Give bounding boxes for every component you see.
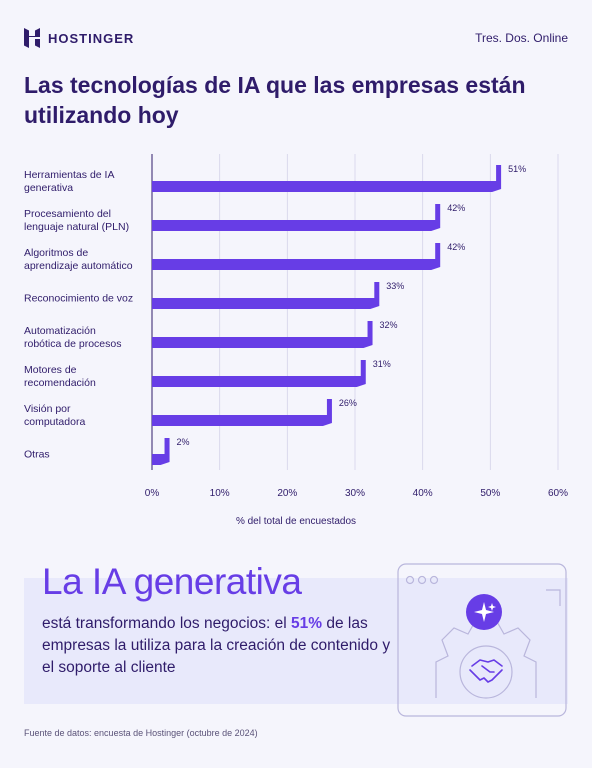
bar-value-label: 31% [373,359,391,369]
category-label-line: lenguaje natural (PLN) [24,221,129,233]
x-tick-label: 10% [210,488,230,499]
bar-value-label: 42% [447,242,465,252]
category-label: Visión por computadora [24,403,85,428]
bar-chart: 0% 10% 20% 30% 40% 50% 60% 51% Herramientas de I… [24,154,568,499]
hostinger-logo-icon [24,28,40,48]
category-label: Procesamiento del lenguaje natural (PLN) [24,208,129,233]
category-label: Automatización robótica de procesos [24,325,121,350]
bar [152,204,441,231]
category-label-line: recomendación [24,377,96,389]
category-label-line: Reconocimiento de voz [24,293,133,305]
x-tick-label: 0% [145,488,160,499]
x-axis-title: % del total de encuestados [235,516,357,527]
bar [152,165,502,192]
callout-text: está transformando los negocios: el 51% … [42,613,392,679]
bar-value-label: 51% [508,164,526,174]
brand-name: HOSTINGER [48,30,135,46]
bar [152,360,366,387]
brand-logo[interactable]: HOSTINGER [24,28,134,48]
ai-illustration [397,563,567,717]
category-label-line: robótica de procesos [24,338,121,350]
callout-text-before: está transformando los negocios: el [42,615,291,632]
category-label: Otras [24,449,50,461]
bar-value-label: 32% [380,320,398,330]
callout-text-after: de las empresas la utiliza para la creac… [42,615,391,676]
x-tick-label: 40% [413,488,433,499]
category-label-line: Otras [24,449,50,461]
header: HOSTINGER Tres. Dos. Online [24,28,568,50]
bar-value-label: 26% [339,398,357,408]
x-tick-label: 50% [480,488,500,499]
category-label-line: Procesamiento del [24,208,111,220]
category-label-line: Visión por [24,403,71,415]
browser-window-icon [397,563,567,717]
bar-value-label: 2% [177,437,190,447]
category-label: Reconocimiento de voz [24,293,133,305]
bar-value-label: 42% [447,203,465,213]
callout-highlight: 51% [291,615,323,632]
bar [152,438,170,465]
bar [152,282,380,309]
callout-headline: La IA generativa [42,561,302,602]
category-label-line: computadora [24,416,85,428]
category-label-line: Herramientas de IA [24,169,114,181]
category-label-line: Motores de [24,364,77,376]
category-label-line: generativa [24,182,73,194]
bar [152,399,332,426]
bar-value-label: 33% [386,281,404,291]
x-tick-label: 30% [345,488,365,499]
category-label: Herramientas de IA generativa [24,169,114,194]
category-label-line: aprendizaje automático [24,260,133,272]
category-label-line: Algoritmos de [24,247,88,259]
bar [152,243,441,270]
category-label-line: Automatización [24,325,96,337]
page-title: Las tecnologías de IA que las empresas e… [24,72,526,128]
brand-tagline: Tres. Dos. Online [475,31,568,45]
bar [152,321,373,348]
handshake-icon [469,659,503,683]
category-label: Algoritmos de aprendizaje automático [24,247,133,272]
category-label: Motores de recomendación [24,364,96,389]
x-tick-label: 60% [548,488,568,499]
x-tick-label: 20% [277,488,297,499]
data-source-note: Fuente de datos: encuesta de Hostinger (… [24,728,258,738]
sparkles-icon [466,594,502,630]
gear-icon [435,619,537,698]
